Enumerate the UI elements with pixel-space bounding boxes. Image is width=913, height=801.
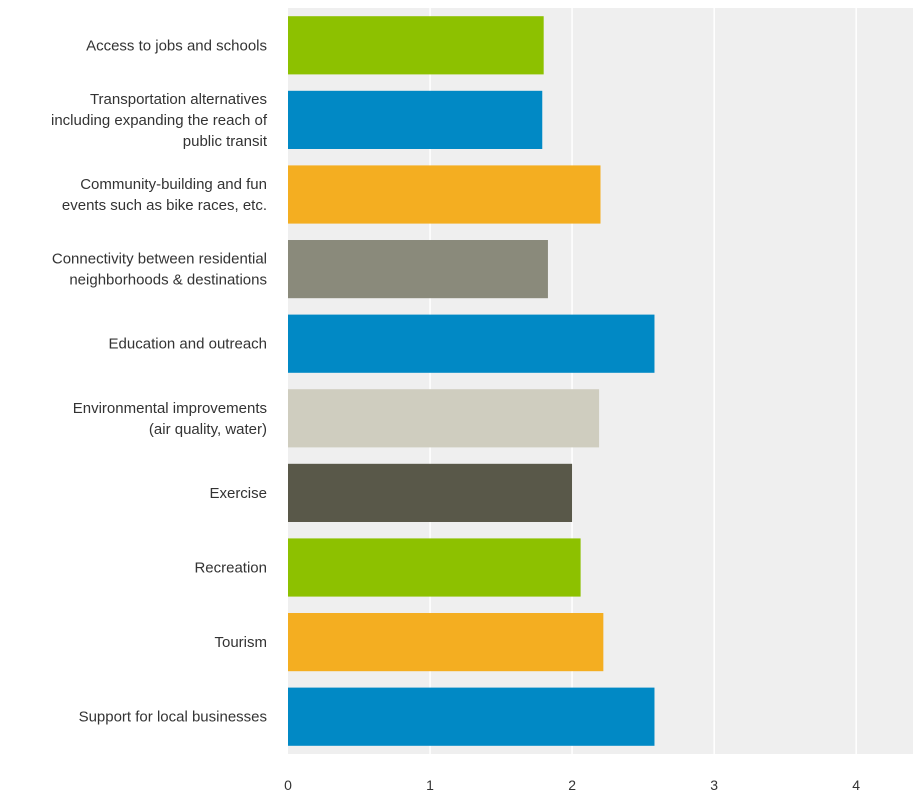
category-label: Recreation — [194, 560, 267, 577]
category-label-line: including expanding the reach of — [51, 112, 268, 129]
category-label-line: events such as bike races, etc. — [62, 197, 267, 214]
x-tick-label: 1 — [426, 777, 434, 793]
x-tick-label: 3 — [710, 777, 718, 793]
category-label: Connectivity between residential neighbor… — [52, 251, 267, 289]
category-label-line: Exercise — [209, 485, 267, 502]
x-tick-label: 0 — [284, 777, 292, 793]
bar — [288, 687, 655, 746]
bar — [288, 90, 543, 149]
x-tick-label: 4 — [852, 777, 860, 793]
category-label: Exercise — [209, 485, 267, 502]
category-label-line: Community-building and fun — [80, 176, 267, 193]
bar — [288, 16, 544, 75]
category-label: Support for local businesses — [79, 709, 267, 726]
category-label: Tourism — [214, 634, 267, 651]
x-tick-label: 2 — [568, 777, 576, 793]
category-label-line: public transit — [183, 133, 268, 150]
category-label: Education and outreach — [109, 336, 267, 353]
bar — [288, 389, 600, 448]
category-label-line: Transportation alternatives — [90, 91, 267, 108]
bar — [288, 463, 573, 522]
category-label-line: (air quality, water) — [149, 421, 267, 438]
category-label: Community-building and fun events such as… — [62, 176, 267, 214]
category-label-line: Environmental improvements — [73, 400, 267, 417]
category-label-line: Education and outreach — [109, 336, 267, 353]
category-label: Transportation alternatives including exp… — [51, 91, 268, 150]
category-label-line: Recreation — [194, 560, 267, 577]
bar — [288, 538, 581, 597]
bar — [288, 240, 548, 299]
category-label-line: Tourism — [214, 634, 267, 651]
category-label-line: Support for local businesses — [79, 709, 267, 726]
bar — [288, 314, 655, 373]
category-label: Access to jobs and schools — [86, 37, 267, 54]
bar — [288, 613, 604, 672]
category-label: Environmental improvements (air quality, … — [73, 400, 267, 438]
bar — [288, 165, 601, 224]
category-label-line: Access to jobs and schools — [86, 37, 267, 54]
category-label-line: neighborhoods & destinations — [69, 272, 267, 289]
category-label-line: Connectivity between residential — [52, 251, 267, 268]
